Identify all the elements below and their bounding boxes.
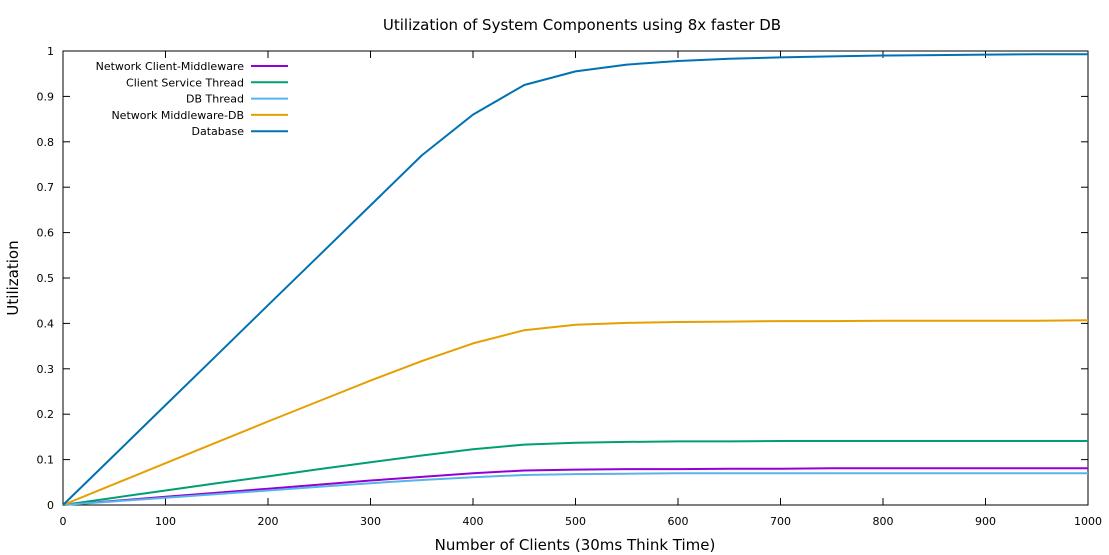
y-tick-label: 0.2: [37, 408, 55, 421]
y-tick-label: 1: [47, 45, 54, 58]
x-tick-label: 0: [60, 515, 67, 528]
legend-label-database: Database: [192, 125, 245, 138]
series-line-network-client-middleware: [62, 467, 1088, 506]
legend-label-client-service-thread: Client Service Thread: [126, 76, 244, 89]
y-tick-label: 0.9: [37, 90, 55, 103]
y-tick-label: 0.8: [37, 136, 55, 149]
x-axis-label: Number of Clients (30ms Think Time): [435, 536, 716, 554]
legend-label-network-client-middleware: Network Client-Middleware: [96, 60, 245, 73]
series-line-network-middleware-db: [62, 319, 1089, 506]
y-tick-label: 0.7: [37, 181, 55, 194]
y-tick-label: 0.4: [37, 317, 55, 330]
series-line-db-thread: [62, 472, 1088, 506]
x-tick-label: 400: [463, 515, 484, 528]
x-tick-label: 600: [668, 515, 689, 528]
y-tick-label: 0.3: [37, 363, 55, 376]
x-tick-label: 200: [258, 515, 279, 528]
y-tick-label: 0.1: [37, 454, 55, 467]
series-line-database: [62, 53, 1088, 506]
legend-label-db-thread: DB Thread: [186, 93, 244, 106]
series-lines: [62, 53, 1089, 506]
x-tick-label: 800: [873, 515, 894, 528]
x-tick-label: 1000: [1074, 515, 1102, 528]
x-tick-label: 300: [360, 515, 381, 528]
y-tick-label: 0.5: [37, 272, 55, 285]
y-tick-label: 0.6: [37, 227, 55, 240]
axis-ticks: 0 100 200 300 400 500 600 700 800 900 1000 0 0.1 0.2 0…: [37, 45, 1103, 528]
series-line-client-service-thread: [62, 440, 1088, 506]
x-tick-label: 700: [770, 515, 791, 528]
legend-label-network-middleware-db: Network Middleware-DB: [111, 109, 244, 122]
chart-title: Utilization of System Components using 8…: [383, 16, 781, 34]
y-axis-label: Utilization: [4, 240, 22, 315]
x-tick-label: 900: [975, 515, 996, 528]
y-tick-label: 0: [47, 499, 54, 512]
legend: Network Client-Middleware Client Service …: [96, 60, 288, 138]
x-tick-label: 500: [565, 515, 586, 528]
x-tick-label: 100: [155, 515, 176, 528]
